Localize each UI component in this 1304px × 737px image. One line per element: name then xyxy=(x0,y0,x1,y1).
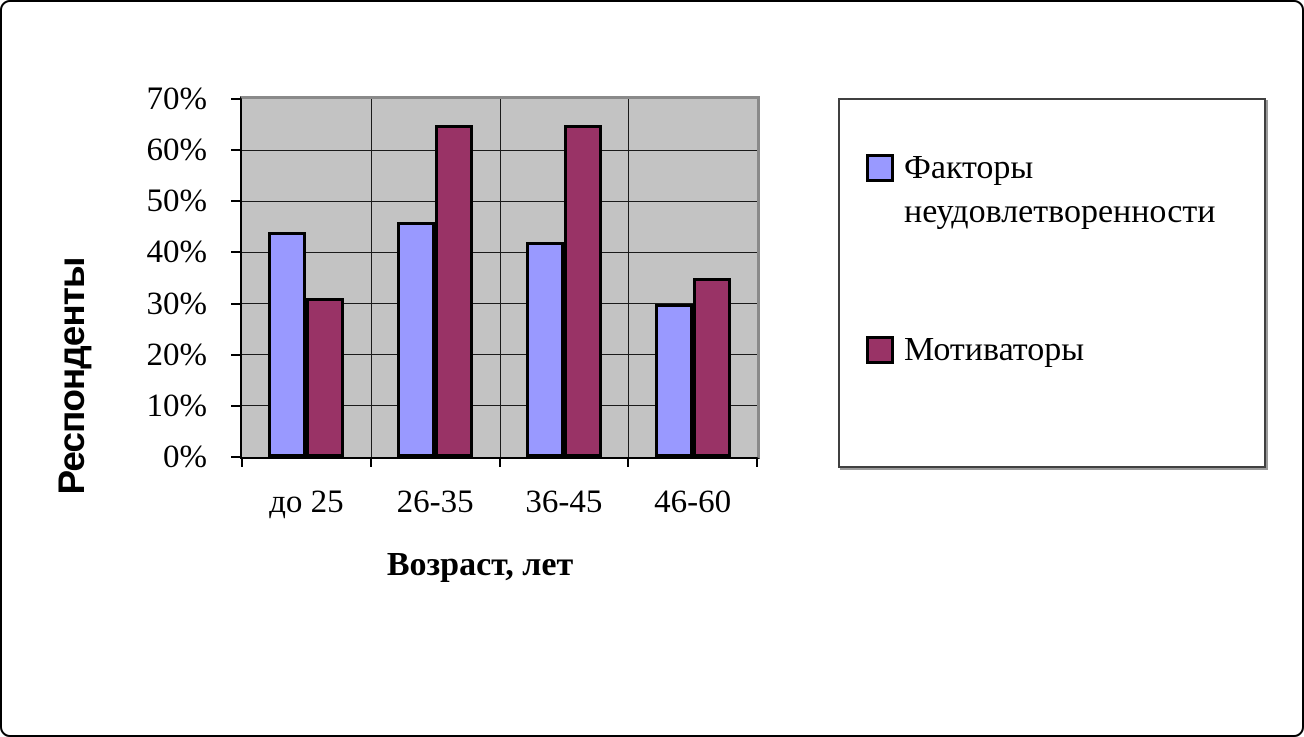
bar-series1 xyxy=(268,232,306,457)
bar-series1 xyxy=(655,304,693,457)
legend-box: Факторы неудовлетворенности Мотиваторы xyxy=(838,98,1266,468)
y-tick-label: 50% xyxy=(146,183,208,220)
category-gridline xyxy=(499,99,501,457)
y-tick-label: 60% xyxy=(146,132,208,169)
x-tick-mark xyxy=(499,459,501,467)
bar-series1 xyxy=(526,242,564,457)
y-tick-label: 20% xyxy=(146,336,208,373)
legend-item: Мотиваторы xyxy=(866,328,1084,372)
x-tick-mark xyxy=(756,459,758,467)
legend-swatch-icon xyxy=(866,336,894,364)
y-tick-mark xyxy=(231,302,240,305)
category-gridline xyxy=(627,99,629,457)
y-tick-mark xyxy=(231,149,240,152)
y-tick-mark xyxy=(231,251,240,254)
y-tick-mark xyxy=(231,404,240,407)
plot-area xyxy=(240,96,760,459)
x-axis-title: Возраст, лет xyxy=(386,546,574,583)
y-tick-mark xyxy=(231,353,240,356)
legend-swatch-icon xyxy=(866,154,894,182)
bar-series2 xyxy=(306,298,344,457)
y-tick-label: 0% xyxy=(163,439,207,475)
x-tick-label: 46-60 xyxy=(654,484,732,520)
y-tick-label: 70% xyxy=(146,81,208,117)
y-tick-label: 30% xyxy=(146,285,208,322)
legend-series-label: Факторы неудовлетворенности xyxy=(904,149,1216,230)
x-tick-label: 26-35 xyxy=(396,484,474,520)
bar-series2 xyxy=(693,278,731,457)
x-tick-label: 36-45 xyxy=(525,484,603,520)
y-tick-mark xyxy=(231,456,240,458)
bar-series2 xyxy=(435,125,473,457)
x-tick-mark xyxy=(370,459,372,467)
x-tick-label: до 25 xyxy=(269,484,344,520)
x-tick-mark xyxy=(241,459,243,467)
legend-series-label: Мотиваторы xyxy=(904,331,1085,368)
legend-item: Факторы неудовлетворенности xyxy=(866,146,1236,234)
y-tick-mark xyxy=(231,200,240,203)
bar-series2 xyxy=(564,125,602,457)
x-tick-mark xyxy=(627,459,629,467)
y-tick-label: 10% xyxy=(146,387,208,424)
category-gridline xyxy=(370,99,372,457)
bar-series1 xyxy=(397,222,435,457)
y-tick-mark xyxy=(231,98,240,100)
y-tick-label: 40% xyxy=(146,234,208,271)
